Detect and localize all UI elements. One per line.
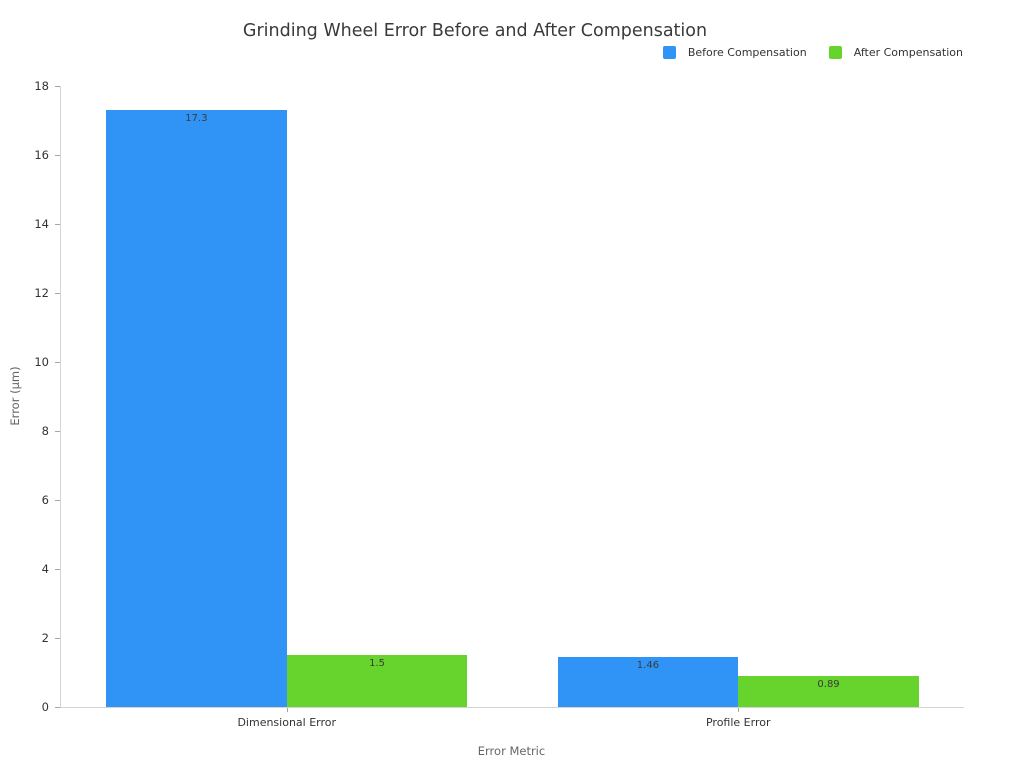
x-axis-category-label: Profile Error [705, 716, 771, 729]
y-axis-title: Error (μm) [8, 366, 22, 426]
y-axis-tick-label: 4 [41, 562, 49, 576]
y-axis-tick [55, 154, 60, 156]
bar-after-1 [738, 676, 919, 707]
y-axis-tick [55, 568, 60, 570]
legend: Before Compensation After Compensation [662, 46, 963, 59]
x-axis-title: Error Metric [477, 744, 546, 758]
legend-item-before-compensation: Before Compensation [662, 46, 807, 59]
y-axis-tick-label: 14 [34, 217, 49, 231]
bar-after-0 [286, 655, 468, 707]
y-axis-tick-label: 16 [34, 148, 49, 162]
x-axis-tick [738, 708, 740, 712]
y-axis-tick-label: 2 [41, 631, 49, 645]
legend-swatch-after-icon [828, 46, 842, 59]
y-axis-tick-label: 8 [41, 424, 49, 438]
x-axis-category-label: Dimensional Error [237, 716, 337, 729]
legend-label-after: After Compensation [853, 46, 963, 59]
legend-swatch-before-icon [662, 46, 676, 59]
legend-label-before: Before Compensation [687, 46, 807, 59]
y-axis-tick [55, 430, 60, 432]
y-axis-tick-label: 10 [34, 355, 49, 369]
y-axis-tick [55, 292, 60, 294]
x-axis-tick [286, 708, 288, 712]
y-axis-tick [55, 499, 60, 501]
y-axis-tick [55, 361, 60, 363]
bar-before-0 [106, 110, 287, 707]
plot-area: 0 2 4 6 8 10 12 14 16 18 17.3 1.5 Dimensional Error 1… [34, 79, 964, 729]
y-axis-tick-label: 0 [41, 700, 49, 714]
legend-item-after-compensation: After Compensation [828, 46, 963, 59]
y-axis-tick [55, 85, 60, 87]
bar-before-1 [557, 656, 739, 707]
chart-title: Grinding Wheel Error Before and After Co… [242, 21, 708, 41]
y-axis-tick-label: 18 [34, 79, 49, 93]
y-axis-tick [55, 223, 60, 225]
y-axis-tick [55, 637, 60, 639]
y-axis-tick-label: 6 [41, 493, 49, 507]
y-axis-tick [55, 706, 60, 708]
y-axis-tick-label: 12 [34, 286, 49, 300]
